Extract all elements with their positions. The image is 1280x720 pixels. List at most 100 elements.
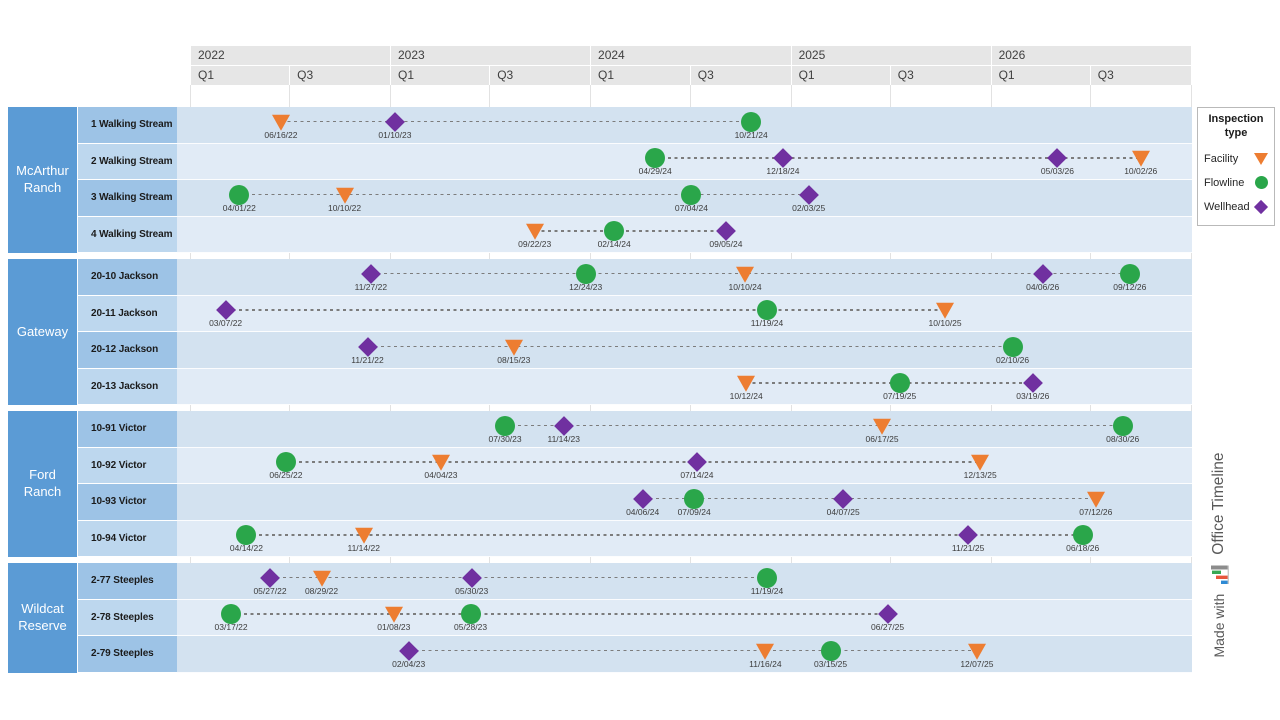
gridline — [889, 85, 891, 107]
gridline — [390, 253, 391, 259]
wellhead-legend-icon — [1253, 199, 1269, 214]
legend-entry: Flowline — [1204, 171, 1268, 195]
flowline-marker[interactable] — [1002, 336, 1023, 357]
facility-marker[interactable] — [967, 643, 986, 660]
row-label: 20-11 Jackson — [78, 295, 177, 332]
legend-entry-label: Flowline — [1204, 176, 1245, 189]
gridline — [790, 557, 792, 563]
facility-marker[interactable] — [312, 570, 331, 587]
header-quarter-cell: Q3 — [689, 66, 791, 85]
marker-date-label: 12/18/24 — [766, 166, 800, 176]
flowline-marker[interactable] — [820, 640, 841, 661]
facility-marker[interactable] — [271, 114, 290, 131]
facility-marker[interactable] — [737, 375, 756, 392]
flowline-marker[interactable] — [1119, 263, 1140, 284]
marker-date-label: 06/27/25 — [871, 622, 905, 632]
marker-date-label: 06/25/22 — [269, 470, 303, 480]
gridline — [790, 253, 792, 259]
flowline-marker[interactable] — [575, 263, 596, 284]
facility-marker[interactable] — [504, 339, 523, 356]
marker-date-label: 03/17/22 — [214, 622, 248, 632]
header-quarter-cell: Q3 — [889, 66, 991, 85]
flowline-marker[interactable] — [236, 525, 257, 545]
gridline — [1190, 557, 1192, 563]
flowline-marker[interactable] — [275, 452, 296, 472]
marker-date-label: 06/17/25 — [865, 433, 899, 444]
gridline — [790, 85, 792, 107]
marker-date-label: 02/04/23 — [392, 658, 426, 669]
flowline-marker[interactable] — [495, 415, 516, 436]
gridline — [990, 253, 992, 259]
marker-date-label: 04/06/26 — [1026, 281, 1060, 292]
marker-date-label: 09/22/23 — [518, 239, 552, 249]
facility-marker[interactable] — [431, 454, 450, 471]
gridline — [390, 405, 391, 411]
facility-marker[interactable] — [736, 266, 755, 283]
row-band — [177, 295, 1192, 332]
gridline — [590, 85, 592, 107]
gridline — [489, 253, 491, 259]
facility-marker[interactable] — [756, 643, 775, 660]
facility-marker[interactable] — [384, 606, 403, 623]
row-connector-line — [534, 230, 726, 232]
facility-marker[interactable] — [971, 454, 990, 471]
flowline-marker[interactable] — [1072, 525, 1093, 545]
gridline — [1089, 253, 1091, 259]
flowline-marker[interactable] — [757, 300, 778, 320]
marker-date-label: 05/03/26 — [1040, 166, 1074, 176]
gridline — [590, 557, 592, 563]
header-quarter-cell: Q1 — [790, 66, 890, 85]
gridline — [990, 85, 992, 107]
flowline-marker[interactable] — [757, 567, 778, 588]
legend-entry-label: Wellhead — [1204, 200, 1250, 213]
facility-marker[interactable] — [1086, 491, 1105, 508]
facility-marker[interactable] — [525, 223, 544, 240]
flowline-marker[interactable] — [221, 604, 242, 624]
flowline-marker[interactable] — [684, 488, 705, 509]
header-quarter-cell: Q3 — [489, 66, 590, 85]
facility-marker[interactable] — [335, 187, 354, 204]
marker-date-label: 04/06/24 — [626, 506, 660, 517]
row-band — [177, 143, 1192, 180]
facility-marker[interactable] — [936, 302, 955, 319]
facility-marker[interactable] — [354, 527, 373, 544]
facility-legend-icon — [1254, 152, 1268, 165]
group-label: Wildcat Reserve — [8, 563, 77, 673]
header-year-cell: 2024 — [590, 46, 791, 65]
facility-marker[interactable] — [873, 418, 892, 435]
flowline-marker[interactable] — [645, 148, 666, 168]
flowline-marker[interactable] — [681, 184, 702, 205]
legend-entry-label: Facility — [1204, 152, 1239, 165]
gridline — [1190, 85, 1192, 107]
row-connector-line — [642, 497, 1096, 500]
flowline-marker[interactable] — [741, 111, 762, 132]
flowline-marker[interactable] — [889, 373, 910, 393]
row-label: 2-77 Steeples — [78, 563, 177, 600]
branding-product-name: Office Timeline — [1210, 452, 1227, 555]
marker-date-label: 08/29/22 — [304, 585, 339, 596]
gridline — [790, 405, 792, 411]
gridline — [289, 405, 291, 411]
marker-date-label: 05/27/22 — [253, 585, 287, 596]
branding-made-with-text: Made with — [1211, 593, 1227, 658]
marker-date-label: 10/21/24 — [734, 129, 768, 140]
marker-date-label: 06/16/22 — [264, 129, 298, 140]
marker-date-label: 08/30/26 — [1106, 433, 1140, 444]
gridline — [190, 557, 191, 563]
flowline-marker[interactable] — [1112, 415, 1133, 436]
marker-date-label: 07/04/24 — [674, 202, 708, 213]
header-quarter-cell: Q3 — [289, 66, 390, 85]
gridline — [889, 557, 891, 563]
marker-date-label: 10/10/24 — [728, 281, 762, 292]
gridline — [390, 557, 391, 563]
flowline-marker[interactable] — [229, 184, 250, 205]
gridline — [489, 557, 491, 563]
row-label: 10-94 Victor — [78, 520, 177, 557]
flowline-marker[interactable] — [604, 221, 625, 241]
row-connector-line — [225, 309, 946, 311]
facility-marker[interactable] — [1131, 150, 1150, 167]
row-label: 10-91 Victor — [78, 411, 177, 448]
row-label: 4 Walking Stream — [78, 216, 177, 253]
row-connector-line — [655, 157, 1141, 159]
flowline-marker[interactable] — [460, 604, 481, 624]
